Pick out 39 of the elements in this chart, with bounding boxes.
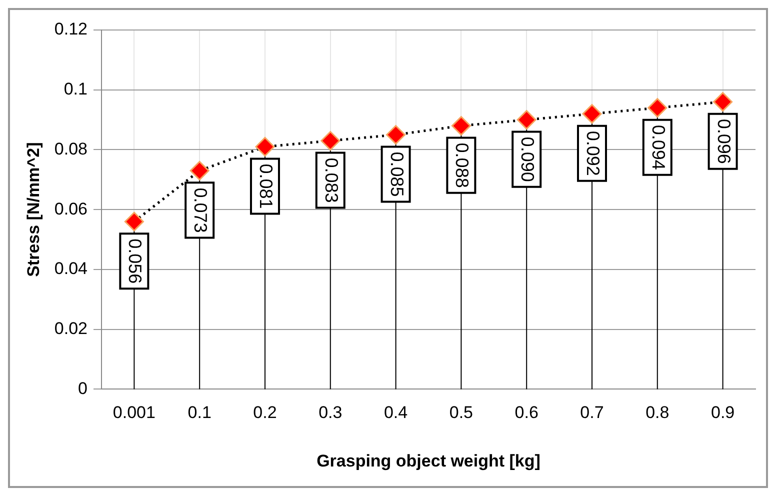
- x-tick-label: 0.5: [449, 403, 474, 422]
- y-axis-title: Stress [N/mm^2]: [24, 142, 43, 277]
- x-tick-label: 0.7: [580, 403, 604, 422]
- data-label: 0.081: [256, 164, 276, 209]
- point: [255, 136, 275, 156]
- y-tick-label: 0.02: [54, 319, 88, 338]
- point: [713, 92, 733, 112]
- data-label: 0.056: [125, 238, 146, 284]
- y-tick-label: 0.06: [54, 199, 88, 218]
- x-tick-label: 0.001: [112, 403, 156, 422]
- data-label: 0.073: [190, 188, 211, 233]
- data-label: 0.096: [714, 118, 734, 164]
- point: [582, 104, 602, 124]
- data-label: 0.092: [583, 130, 604, 176]
- data-label: 0.090: [518, 136, 538, 182]
- x-tick-label: 0.6: [514, 403, 538, 422]
- data-label: 0.083: [321, 158, 342, 203]
- data-label: 0.088: [452, 142, 472, 188]
- y-tick-label: 0.04: [54, 259, 88, 278]
- x-tick-label: 0.4: [384, 403, 408, 422]
- y-tick-label: 0: [78, 378, 88, 398]
- x-tick-label: 0.8: [646, 403, 670, 422]
- point: [451, 116, 471, 136]
- data-label: 0.094: [648, 124, 668, 170]
- point: [190, 160, 210, 180]
- point: [320, 131, 340, 151]
- y-tick-label: 0.08: [54, 139, 88, 158]
- x-tick-label: 0.3: [318, 403, 342, 422]
- x-tick-label: 0.1: [188, 403, 212, 422]
- y-tick-label: 0.1: [64, 80, 88, 99]
- point: [516, 110, 536, 130]
- point: [386, 125, 406, 145]
- x-tick-label: 0.2: [253, 403, 277, 422]
- x-tick-label: 0.9: [710, 403, 735, 422]
- point: [124, 212, 144, 232]
- data-label: 0.085: [386, 152, 407, 197]
- x-axis-title: Grasping object weight [kg]: [316, 451, 540, 470]
- y-tick-label: 0.12: [54, 20, 88, 39]
- point: [648, 98, 668, 118]
